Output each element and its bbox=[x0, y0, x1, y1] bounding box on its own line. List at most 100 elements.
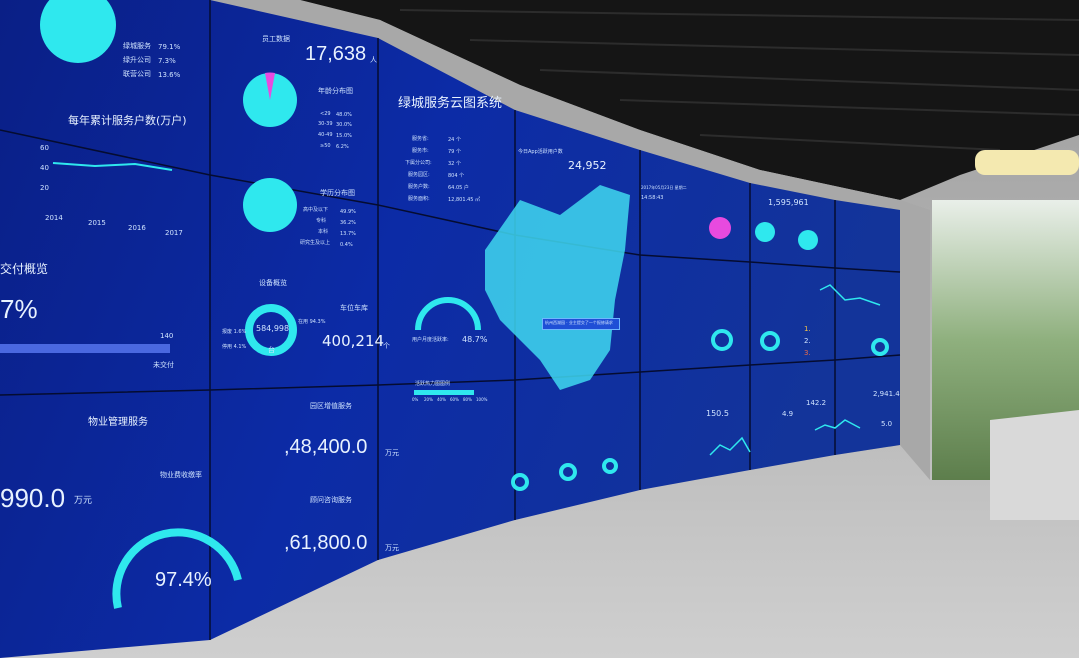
garden-title: 园区增值服务 bbox=[310, 402, 352, 410]
y-tick: 40 bbox=[40, 164, 49, 172]
gauge-label: 物业费收缴率 bbox=[160, 471, 202, 479]
heat-tick: 20% bbox=[424, 397, 433, 402]
legend-value: 6.2% bbox=[336, 144, 349, 150]
total-value: 1,595,961 bbox=[768, 198, 809, 207]
x-tick: 2016 bbox=[128, 224, 146, 232]
gauge-label: 用户月度活跃率: bbox=[412, 337, 449, 343]
donut-device bbox=[245, 304, 297, 356]
map-tooltip: 杭州西湖园 · 业主提交了一个报修请求 bbox=[542, 318, 620, 330]
legend-value: 13.7% bbox=[340, 231, 356, 237]
legend-label: 绿城服务 bbox=[123, 42, 151, 50]
stat-label: 下属分公司: bbox=[405, 160, 432, 166]
heat-tick: 0% bbox=[412, 397, 419, 402]
device-title: 设备概览 bbox=[259, 279, 287, 287]
legend-value: 48.0% bbox=[336, 112, 352, 118]
staff-title: 员工数据 bbox=[262, 35, 290, 43]
donut-1 bbox=[711, 329, 733, 351]
stat-label: 服务市: bbox=[412, 148, 429, 154]
date: 2017年05月23日 星期二 bbox=[641, 185, 687, 190]
staff-count: 17,638 bbox=[305, 43, 367, 65]
stat-value: 804 个 bbox=[448, 173, 465, 179]
donut-6 bbox=[511, 473, 529, 491]
garden-value: ,48,400.0 bbox=[284, 436, 368, 458]
heat-bar bbox=[414, 390, 474, 395]
legend-label: 联营公司 bbox=[123, 70, 151, 78]
legend-value: 36.2% bbox=[340, 220, 356, 226]
device-count: 584,998 bbox=[256, 324, 290, 333]
stat-label: 服务户数: bbox=[408, 184, 430, 190]
stat-value: 32 个 bbox=[448, 161, 461, 167]
delivery-bar bbox=[0, 344, 170, 353]
rank-1: 1. bbox=[804, 325, 811, 333]
gauge-value: 48.7% bbox=[462, 335, 488, 344]
heat-tick: 100% bbox=[476, 397, 488, 402]
legend-label: 高中及以下 bbox=[303, 207, 329, 213]
rank-3: 3. bbox=[804, 349, 811, 357]
legend-value: 30.0% bbox=[336, 122, 352, 128]
time: 14:58:43 bbox=[641, 195, 664, 201]
device-status: 停用 4.1% bbox=[222, 344, 247, 350]
rank-2: 2. bbox=[804, 337, 811, 345]
consult-unit: 万元 bbox=[385, 544, 399, 552]
app-value: 24,952 bbox=[568, 159, 607, 172]
legend-value: 15.0% bbox=[336, 133, 352, 139]
value-bottom: 5.0 bbox=[881, 420, 893, 428]
pm-value: 990.0 bbox=[0, 483, 66, 513]
pie-right-2 bbox=[755, 222, 775, 242]
line-series bbox=[52, 162, 173, 171]
stat-value: 64.05 户 bbox=[448, 185, 469, 191]
tooltip-text: 杭州西湖园 · 业主提交了一个报修请求 bbox=[545, 320, 613, 325]
pie-right-3 bbox=[798, 230, 818, 250]
delivery-pct: 7% bbox=[0, 294, 38, 324]
legend-label: 研究生及以上 bbox=[300, 240, 331, 246]
y-tick: 60 bbox=[40, 144, 49, 152]
legend-value: 49.9% bbox=[340, 209, 356, 215]
heat-tick: 80% bbox=[463, 397, 472, 402]
device-status: 在用 94.3% bbox=[298, 319, 326, 325]
x-tick: 2014 bbox=[45, 214, 63, 222]
consult-title: 顾问咨询服务 bbox=[310, 496, 352, 504]
app-label: 今日App活跃用户数 bbox=[518, 149, 563, 155]
value-bottom: 4.9 bbox=[782, 410, 794, 418]
system-title: 绿城服务云图系统 bbox=[398, 96, 503, 111]
legend-value: 79.1% bbox=[158, 43, 181, 51]
donut-5 bbox=[602, 458, 618, 474]
stat-label: 服务面积: bbox=[408, 196, 430, 202]
legend-label: ≥50 bbox=[320, 143, 331, 149]
legend-label: 30-39 bbox=[318, 121, 333, 127]
pm-title: 物业管理服务 bbox=[88, 417, 148, 428]
value-bottom: 142.2 bbox=[806, 399, 827, 407]
donut-2 bbox=[760, 331, 780, 351]
garden-unit: 万元 bbox=[385, 449, 399, 457]
video-wall bbox=[0, 0, 900, 658]
gauge-arc bbox=[112, 528, 242, 609]
parking-title: 车位车库 bbox=[340, 304, 368, 312]
bar-max: 140 bbox=[160, 332, 174, 340]
stat-value: 12,801.45 ㎡ bbox=[448, 197, 481, 203]
device-status: 报废 1.6% bbox=[222, 329, 247, 335]
bar-label: 未交付 bbox=[153, 361, 174, 369]
stat-label: 服务园区: bbox=[408, 172, 430, 178]
sofa bbox=[990, 410, 1079, 520]
parking-value: 400,214 bbox=[322, 332, 385, 350]
legend-label: 绿升公司 bbox=[123, 56, 151, 64]
heat-tick: 40% bbox=[437, 397, 446, 402]
consult-value: ,61,800.0 bbox=[284, 532, 368, 554]
stat-label: 服务省: bbox=[412, 136, 429, 142]
donut-3 bbox=[871, 338, 889, 356]
legend-value: 13.6% bbox=[158, 71, 181, 79]
legend-value: 0.4% bbox=[340, 242, 353, 248]
china-map bbox=[485, 185, 630, 390]
heat-title: 活跃热力图图例 bbox=[415, 381, 451, 387]
gauge-value: 97.4% bbox=[155, 569, 212, 591]
legend-label: <29 bbox=[320, 111, 331, 117]
delivery-title: 交付概览 bbox=[0, 262, 49, 276]
y-tick: 20 bbox=[40, 184, 49, 192]
line-chart-title: 每年累计服务户数(万户) bbox=[68, 114, 187, 127]
x-tick: 2017 bbox=[165, 229, 183, 237]
pie-right bbox=[709, 217, 731, 239]
heat-tick: 60% bbox=[450, 397, 459, 402]
pie-edu bbox=[243, 178, 297, 232]
staff-unit: 人 bbox=[370, 56, 377, 64]
